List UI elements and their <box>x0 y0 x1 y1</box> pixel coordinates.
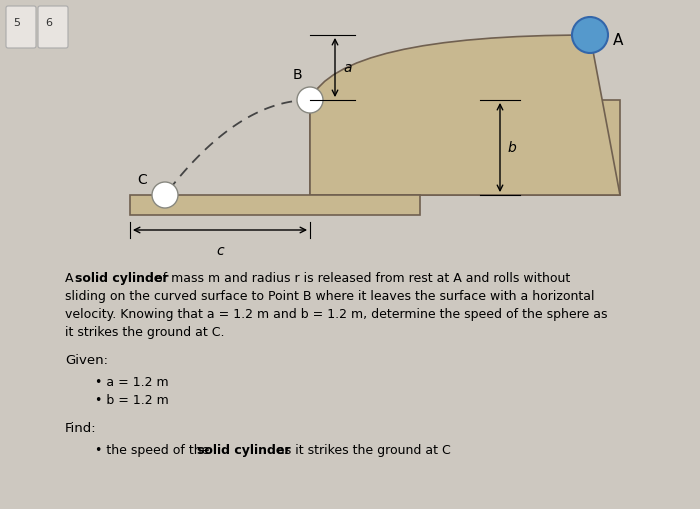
FancyBboxPatch shape <box>6 6 36 48</box>
Text: a: a <box>343 61 351 74</box>
Circle shape <box>152 182 178 208</box>
Text: 5: 5 <box>13 18 20 28</box>
Text: it strikes the ground at C.: it strikes the ground at C. <box>65 326 225 339</box>
Text: C: C <box>137 173 147 187</box>
Text: • a = 1.2 m: • a = 1.2 m <box>95 376 169 389</box>
Text: • b = 1.2 m: • b = 1.2 m <box>95 394 169 407</box>
PathPatch shape <box>310 35 620 195</box>
Bar <box>310 100 620 195</box>
Text: A: A <box>65 272 78 285</box>
Text: b: b <box>508 140 517 155</box>
Text: • the speed of the: • the speed of the <box>95 444 214 457</box>
Text: A: A <box>613 33 624 47</box>
Text: B: B <box>293 68 302 82</box>
Circle shape <box>572 17 608 53</box>
Text: of mass m and radius r is released from rest at A and rolls without: of mass m and radius r is released from … <box>151 272 570 285</box>
Text: c: c <box>216 244 224 258</box>
Text: sliding on the curved surface to Point B where it leaves the surface with a hori: sliding on the curved surface to Point B… <box>65 290 594 303</box>
Text: Find:: Find: <box>65 422 97 435</box>
FancyBboxPatch shape <box>38 6 68 48</box>
Text: solid cylinder: solid cylinder <box>197 444 290 457</box>
Text: velocity. Knowing that a = 1.2 m and b = 1.2 m, determine the speed of the spher: velocity. Knowing that a = 1.2 m and b =… <box>65 308 608 321</box>
Text: Given:: Given: <box>65 354 108 367</box>
Text: as it strikes the ground at C: as it strikes the ground at C <box>273 444 451 457</box>
Circle shape <box>297 87 323 113</box>
Text: solid cylinder: solid cylinder <box>75 272 169 285</box>
Text: 6: 6 <box>45 18 52 28</box>
Bar <box>130 195 420 215</box>
